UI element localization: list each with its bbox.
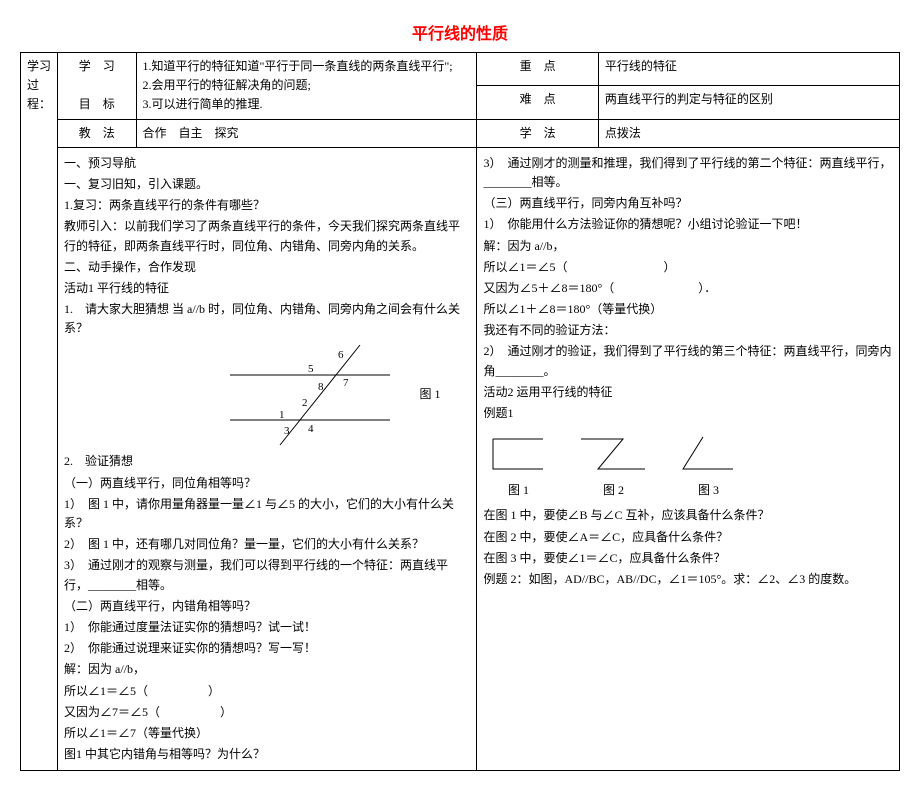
example-figure-3 (673, 429, 743, 479)
text: 1） 你能用什么方法验证你的猜想呢？小组讨论验证一下吧！ (483, 215, 893, 234)
fig-caption: 图 2 (573, 481, 653, 500)
text: 2） 图 1 中，还有哪几对同位角？量一量，它们的大小有什么关系？ (64, 535, 470, 554)
text: 所以∠1＝∠5（ ） (64, 682, 470, 701)
svg-text:2: 2 (302, 397, 308, 409)
text: 我还有不同的验证方法： (483, 321, 893, 340)
svg-text:4: 4 (308, 423, 314, 435)
key-label: 重 点 (477, 53, 598, 86)
key-text: 平行线的特征 (598, 53, 899, 86)
text: 2） 你能通过说理来证实你的猜想吗？写一写！ (64, 639, 470, 658)
text: 1） 图 1 中，请你用量角器量一量∠1 与∠5 的大小，它们的大小有什么关系？ (64, 495, 470, 533)
content-left: 一、预习导航 一、复习旧知，引入课题。 1.复习：两条直线平行的条件有哪些？ 教… (58, 147, 477, 771)
content-right: 3） 通过刚才的测量和推理，我们得到了平行线的第二个特征：两直线平行，_____… (477, 147, 900, 771)
fig-caption: 图 3 (673, 481, 743, 500)
text: 一、预习导航 (64, 154, 470, 173)
text: 1.复习：两条直线平行的条件有哪些？ (64, 196, 470, 215)
text: 在图 2 中，要使∠A＝∠C，应具备什么条件？ (483, 528, 893, 547)
text: 1. 请大家大胆猜想 当 a//b 时，同位角、内错角、同旁内角之间会有什么关系… (64, 300, 470, 338)
text: 1） 你能通过度量法证实你的猜想吗？试一试！ (64, 618, 470, 637)
text: （二）两直线平行，内错角相等吗？ (64, 597, 470, 616)
text: （三）两直线平行，同旁内角互补吗？ (483, 194, 893, 213)
text: 例题 2：如图，AD//BC，AB//DC，∠1＝105°。求：∠2、∠3 的度… (483, 570, 893, 589)
text: 例题1 (483, 404, 893, 423)
text: 一、复习旧知，引入课题。 (64, 175, 470, 194)
svg-text:8: 8 (318, 381, 324, 393)
svg-text:3: 3 (284, 425, 290, 437)
svg-text:6: 6 (338, 349, 344, 361)
example-figure-1 (483, 429, 553, 479)
lesson-table: 学习过程： 学 习 目 标 1.知道平行的特征知道"平行于同一条直线的两条直线平… (20, 52, 900, 771)
text: 活动2 运用平行线的特征 (483, 383, 893, 402)
goals-text: 1.知道平行的特征知道"平行于同一条直线的两条直线平行"; 2.会用平行的特征解… (136, 53, 477, 120)
text: 解：因为 a//b， (483, 237, 893, 256)
learn-method-text: 点拨法 (598, 119, 899, 147)
svg-text:1: 1 (279, 409, 285, 421)
side-label: 学习过程： (21, 53, 58, 771)
text: 在图 3 中，要使∠1＝∠C，应具备什么条件？ (483, 549, 893, 568)
text: 在图 1 中，要使∠B 与∠C 互补，应该具备什么条件？ (483, 506, 893, 525)
text: 所以∠1＋∠8＝180°（等量代换） (483, 300, 893, 319)
text: 所以∠1＝∠5（ ） (483, 258, 893, 277)
diff-text: 两直线平行的判定与特征的区别 (598, 86, 899, 119)
page-title: 平行线的性质 (20, 20, 900, 44)
goals-label: 学 习 目 标 (58, 53, 137, 120)
text: 解：因为 a//b， (64, 660, 470, 679)
text: 2） 通过刚才的验证，我们得到了平行线的第三个特征：两直线平行，同旁内角____… (483, 342, 893, 380)
svg-text:7: 7 (343, 377, 349, 389)
text: 又因为∠5＋∠8＝180°（ ）． (483, 279, 893, 298)
text: 又因为∠7＝∠5（ ） (64, 703, 470, 722)
text: 图1 中其它内错角与相等吗？为什么？ (64, 745, 470, 764)
text: （一）两直线平行，同位角相等吗？ (64, 474, 470, 493)
svg-text:5: 5 (308, 363, 314, 375)
fig-caption: 图 1 (419, 387, 440, 401)
text: 3） 通过刚才的测量和推理，我们得到了平行线的第二个特征：两直线平行，_____… (483, 154, 893, 192)
learn-method-label: 学 法 (477, 119, 598, 147)
text: 2. 验证猜想 (64, 452, 470, 471)
text: 教师引入：以前我们学习了两条直线平行的条件，今天我们探究两条直线平行的特征，即两… (64, 217, 470, 255)
text: 活动1 平行线的特征 (64, 279, 470, 298)
parallel-lines-figure: 6 5 7 8 2 1 3 4 (210, 340, 410, 450)
diff-label: 难 点 (477, 86, 598, 119)
text: 所以∠1＝∠7（等量代换） (64, 724, 470, 743)
teach-method-text: 合作 自主 探究 (136, 119, 477, 147)
text: 3） 通过刚才的观察与测量，我们可以得到平行线的一个特征：两直线平行，_____… (64, 556, 470, 594)
teach-method-label: 教 法 (58, 119, 137, 147)
text: 二、动手操作，合作发现 (64, 258, 470, 277)
fig-caption: 图 1 (483, 481, 553, 500)
example-figure-2 (573, 429, 653, 479)
